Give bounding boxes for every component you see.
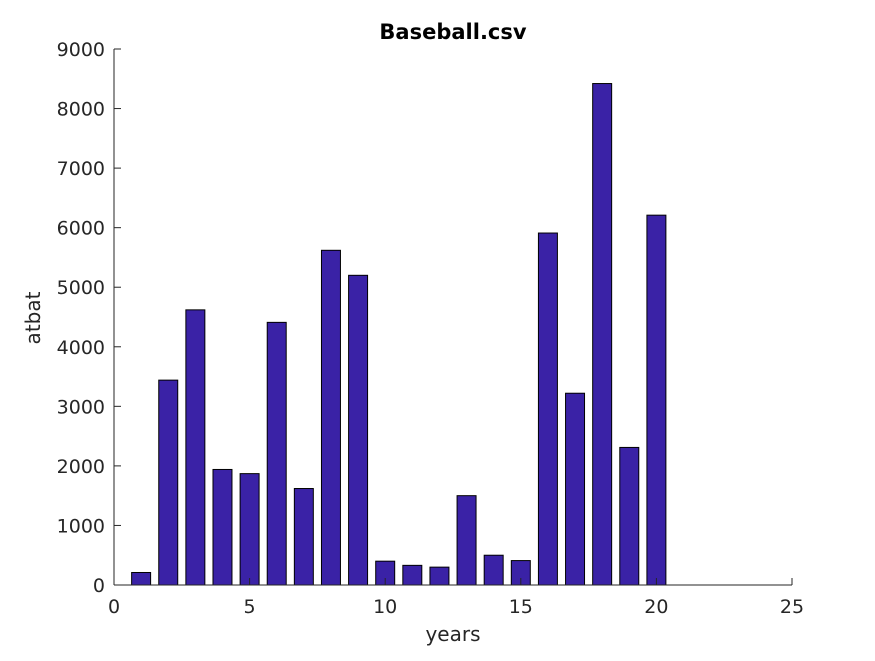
y-axis-label: atbat [21, 291, 45, 344]
bar-year-20 [646, 214, 667, 586]
bar-year-5 [239, 473, 260, 586]
bar-year-18 [592, 83, 613, 586]
y-tick-label: 0 [93, 575, 105, 597]
x-tick-label: 15 [509, 596, 533, 618]
y-tick-label: 4000 [57, 337, 105, 359]
bar-year-7 [293, 488, 314, 586]
bars-group [131, 83, 667, 586]
y-tick-label: 8000 [57, 99, 105, 121]
bar-year-19 [619, 446, 640, 586]
x-axis-label: years [425, 622, 480, 646]
y-tick-label: 9000 [57, 39, 105, 61]
y-tick-label: 6000 [57, 218, 105, 240]
x-tick-label: 10 [373, 596, 397, 618]
y-tick-label: 7000 [57, 158, 105, 180]
y-tick-label: 1000 [57, 515, 105, 537]
bar-year-14 [483, 554, 504, 586]
y-tick-label: 3000 [57, 396, 105, 418]
bar-year-17 [565, 392, 586, 586]
x-tick-label: 5 [244, 596, 256, 618]
bar-year-16 [537, 232, 558, 586]
bar-year-9 [348, 274, 369, 586]
bar-year-13 [456, 495, 477, 586]
x-tick-label: 25 [780, 596, 804, 618]
bar-year-11 [402, 564, 423, 586]
bar-year-6 [266, 321, 287, 586]
axes-group: 0 5 10 15 20 25 0 1000 2000 3000 4000 5000 6000 7000 8… [57, 39, 804, 618]
bar-year-3 [185, 309, 206, 586]
y-tick-label: 2000 [57, 456, 105, 478]
bar-year-12 [429, 566, 450, 586]
x-tick-label: 0 [108, 596, 120, 618]
bar-year-8 [320, 249, 341, 586]
chart-title: Baseball.csv [379, 20, 526, 44]
x-tick-label: 20 [644, 596, 668, 618]
bar-year-1 [131, 571, 152, 586]
bar-year-2 [158, 379, 179, 586]
bar-year-4 [212, 468, 233, 586]
y-tick-label: 5000 [57, 277, 105, 299]
